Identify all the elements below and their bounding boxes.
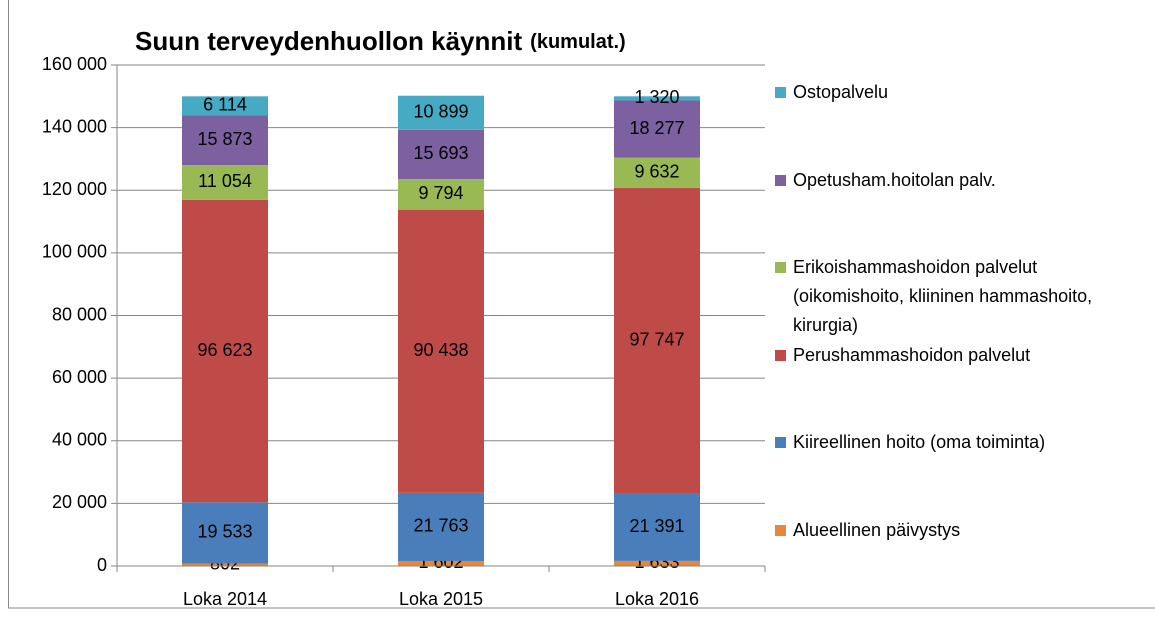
data-label: 18 277 bbox=[629, 118, 684, 138]
data-label: 6 114 bbox=[203, 95, 247, 115]
data-label: 90 438 bbox=[413, 340, 468, 360]
y-tick-label: 140 000 bbox=[42, 116, 107, 136]
bar-segment bbox=[398, 209, 484, 493]
legend-swatch bbox=[775, 174, 786, 186]
bar-segment bbox=[182, 563, 268, 566]
legend-label: Alueellinen päivystys bbox=[793, 520, 961, 540]
legend-swatch bbox=[775, 87, 786, 98]
data-label: 15 873 bbox=[197, 129, 252, 149]
chart-border bbox=[8, 0, 1155, 609]
bar-segment bbox=[398, 492, 484, 561]
y-tick-label: 20 000 bbox=[52, 492, 107, 512]
data-label: 97 747 bbox=[629, 330, 684, 350]
legend-label: Opetusham.hoitolan palv. bbox=[793, 169, 996, 190]
data-label: 1 320 bbox=[634, 87, 679, 107]
title: Suun terveydenhuollon käynnit bbox=[135, 26, 522, 56]
bar-segment bbox=[614, 493, 700, 561]
data-label: 19 533 bbox=[197, 522, 252, 542]
legend-swatch bbox=[775, 437, 786, 449]
data-label: 21 763 bbox=[413, 516, 468, 536]
bar-segment bbox=[614, 96, 700, 101]
y-tick-label: 160 000 bbox=[42, 54, 107, 74]
legend-label: Ostopalvelu bbox=[793, 82, 889, 102]
data-label: 15 693 bbox=[413, 143, 468, 163]
bar-segment bbox=[182, 199, 268, 503]
y-tick-label: 40 000 bbox=[52, 430, 107, 450]
bar-segment bbox=[614, 187, 700, 494]
y-tick-label: 0 bbox=[97, 555, 107, 575]
bar-segment bbox=[398, 95, 484, 130]
bar-segment bbox=[182, 165, 268, 200]
bar-segment bbox=[398, 560, 484, 566]
bar-segment bbox=[182, 502, 268, 564]
bar-segment bbox=[182, 115, 268, 166]
legend-label: Erikoishammashoidon palvelut (oikomishoi… bbox=[793, 257, 1093, 336]
bar-segment bbox=[398, 129, 484, 179]
bar-segment bbox=[614, 560, 700, 566]
chart-title: Suun terveydenhuollon käynnit (kumulat.) bbox=[135, 26, 626, 56]
data-label: 96 623 bbox=[197, 340, 252, 360]
bar-segment bbox=[614, 100, 700, 158]
legend-swatch bbox=[775, 525, 786, 536]
bar-segment bbox=[182, 96, 268, 116]
data-label: 21 391 bbox=[629, 516, 684, 536]
legend-label: Kiireellinen hoito (oma toiminta) bbox=[793, 432, 1046, 453]
y-tick-label: 60 000 bbox=[52, 367, 107, 387]
bar-segment bbox=[614, 157, 700, 188]
x-tick-label: Loka 2015 bbox=[399, 589, 483, 609]
data-label: 9 632 bbox=[634, 162, 679, 182]
data-label: 10 899 bbox=[413, 102, 468, 122]
legend-swatch bbox=[775, 262, 786, 274]
y-tick-label: 80 000 bbox=[52, 304, 107, 324]
x-tick-label: Loka 2014 bbox=[183, 589, 267, 609]
bar-segment bbox=[398, 178, 484, 210]
subtitle: (kumulat.) bbox=[530, 31, 626, 53]
data-label: 11 054 bbox=[198, 171, 252, 191]
y-tick-label: 120 000 bbox=[42, 179, 107, 199]
data-label: 9 794 bbox=[418, 183, 463, 203]
legend-label: Perushammashoidon palvelut bbox=[793, 344, 1031, 365]
y-tick-label: 100 000 bbox=[42, 242, 107, 262]
legend-swatch bbox=[775, 349, 786, 361]
x-tick-label: Loka 2016 bbox=[615, 589, 699, 609]
